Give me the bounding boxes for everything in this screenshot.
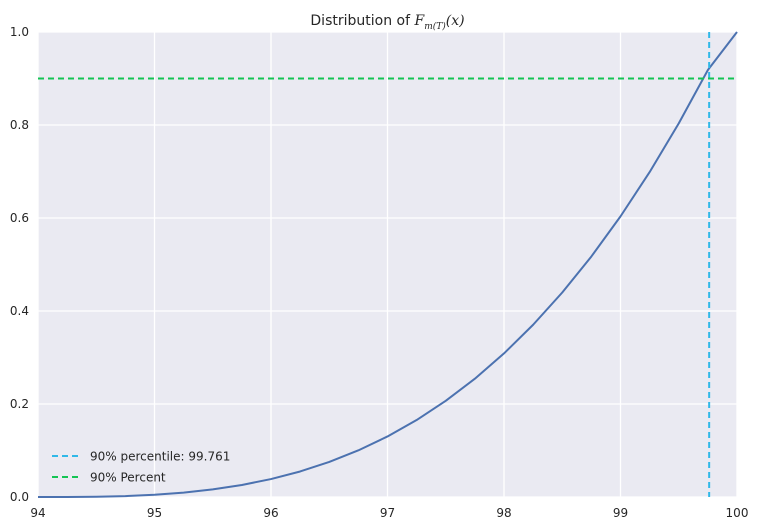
x-tick-label: 95 — [147, 506, 162, 520]
x-tick-label: 94 — [30, 506, 45, 520]
y-tick-label: 0.0 — [10, 490, 29, 504]
y-tick-label: 1.0 — [10, 25, 29, 39]
chart-title: Distribution of Fm(T)(x) — [310, 13, 464, 32]
x-tick-label: 98 — [496, 506, 511, 520]
y-tick-label: 0.2 — [10, 397, 29, 411]
chart-title-math-arg: (x) — [446, 13, 465, 29]
series-layer — [37, 31, 738, 498]
y-tick-label: 0.6 — [10, 211, 29, 225]
y-tick-label: 0.4 — [10, 304, 29, 318]
x-tick-label: 100 — [726, 506, 749, 520]
x-tick-label: 99 — [613, 506, 628, 520]
x-tick-label: 97 — [380, 506, 395, 520]
legend-label-percent: 90% Percent — [90, 471, 166, 485]
x-tick-label: 96 — [263, 506, 278, 520]
y-tick-label: 0.8 — [10, 118, 29, 132]
x-axis-ticks: 94 95 96 97 98 99 100 — [30, 506, 748, 520]
chart-title-math-sub: m(T) — [424, 21, 446, 32]
cdf-line — [37, 31, 738, 498]
reference-lines — [38, 32, 737, 497]
chart-title-math-main: F — [413, 13, 425, 29]
legend: 90% percentile: 99.761 90% Percent — [52, 450, 230, 485]
legend-label-percentile: 90% percentile: 99.761 — [90, 450, 230, 464]
y-axis-ticks: 0.0 0.2 0.4 0.6 0.8 1.0 — [10, 25, 29, 504]
chart-title-prefix: Distribution of — [310, 13, 414, 29]
